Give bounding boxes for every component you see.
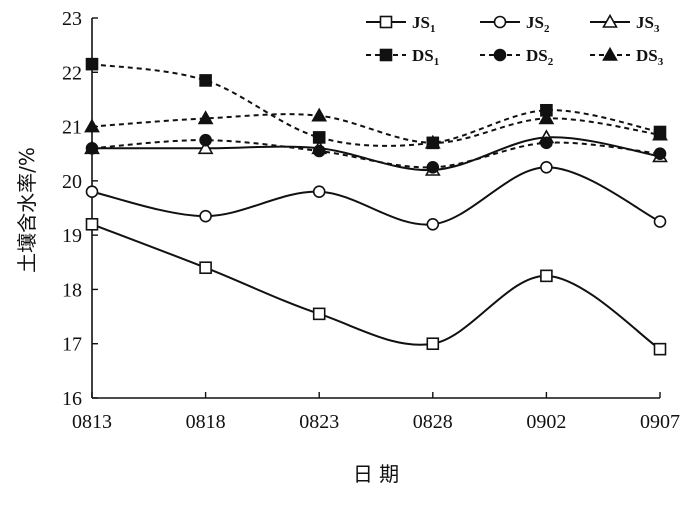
legend-label: DS3: [636, 46, 664, 68]
data-point: [85, 141, 99, 155]
legend-marker: [379, 15, 393, 29]
y-tick-label: 18: [62, 279, 82, 301]
series-layer: [84, 57, 668, 356]
data-point: [85, 57, 99, 71]
data-point: [653, 342, 667, 356]
data-point: [199, 74, 212, 87]
data-point: [426, 160, 440, 174]
data-point: [538, 110, 555, 125]
data-point: [426, 217, 440, 231]
series-line: [91, 223, 661, 350]
axes: 16 17 18 19 20 21 22 23 0813 0818 0823 0828 0902 0907: [62, 8, 680, 433]
x-tick-label: 0818: [186, 411, 226, 433]
legend-label: JS1: [412, 13, 435, 35]
legend-marker: [602, 13, 618, 28]
data-point: [197, 140, 214, 155]
data-point: [312, 307, 326, 321]
data-point: [312, 144, 326, 158]
data-point: [84, 118, 100, 133]
series-ds2: [85, 133, 667, 174]
y-tick-label: 17: [62, 334, 82, 356]
data-point: [312, 185, 326, 199]
series-js2: [85, 160, 667, 231]
series-line: [91, 113, 661, 144]
data-point: [311, 107, 328, 122]
y-tick-label: 21: [62, 117, 82, 139]
legend-item: DS1: [366, 46, 439, 68]
x-tick-label: 0902: [526, 411, 566, 433]
y-tick-label: 19: [62, 225, 82, 247]
data-point: [85, 185, 99, 199]
y-tick-label: 23: [62, 8, 82, 30]
legend-item: JS3: [590, 13, 660, 35]
series-line: [91, 63, 661, 147]
legend-label: JS3: [636, 13, 660, 35]
series-line: [91, 166, 661, 226]
legend-label: DS1: [412, 46, 439, 68]
data-point: [199, 261, 212, 275]
series-line: [91, 139, 661, 169]
x-tick-label: 0828: [413, 411, 453, 433]
data-point: [540, 269, 553, 283]
legend-marker: [602, 46, 618, 61]
data-point: [653, 147, 667, 161]
y-axis-title: 土壤含水率/%: [15, 147, 39, 273]
data-point: [652, 126, 668, 141]
x-tick-label: 0907: [640, 411, 680, 433]
data-point: [197, 110, 214, 125]
x-tick-label: 0813: [72, 411, 112, 433]
data-point: [653, 215, 667, 228]
legend: JS1 JS2 JS3 DS1 DS2 DS3: [366, 13, 664, 68]
x-axis-title: 日 期: [353, 462, 399, 486]
data-point: [540, 160, 553, 174]
data-point: [199, 133, 212, 147]
series-js1: [85, 217, 667, 356]
data-point: [312, 131, 326, 144]
legend-marker: [493, 15, 507, 29]
legend-item: JS2: [480, 13, 550, 35]
legend-marker: [379, 48, 393, 62]
data-point: [424, 134, 441, 149]
x-tick-label: 0823: [299, 411, 339, 433]
series-line: [92, 136, 661, 172]
legend-item: DS3: [590, 46, 664, 68]
y-tick-label: 22: [62, 62, 82, 84]
series-ds1: [85, 57, 667, 150]
y-tick-label: 20: [62, 171, 82, 193]
data-point: [426, 337, 440, 351]
data-point: [540, 136, 553, 150]
series-js3: [84, 129, 668, 176]
legend-marker: [493, 48, 507, 62]
data-point: [199, 209, 212, 223]
legend-label: JS2: [526, 13, 550, 35]
legend-item: JS1: [366, 13, 435, 35]
legend-label: DS2: [526, 46, 554, 68]
series-ds3: [84, 107, 668, 149]
data-point: [85, 217, 99, 231]
legend-item: DS2: [480, 46, 554, 68]
y-tick-label: 16: [62, 388, 82, 410]
